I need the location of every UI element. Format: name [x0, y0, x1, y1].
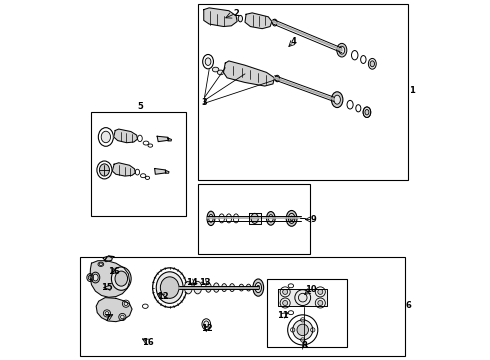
Circle shape: [283, 289, 288, 294]
Polygon shape: [103, 256, 112, 262]
Polygon shape: [223, 61, 274, 86]
Text: 11: 11: [277, 311, 289, 320]
Text: 5: 5: [137, 102, 143, 111]
Ellipse shape: [230, 284, 235, 292]
Ellipse shape: [209, 215, 213, 222]
Text: 7: 7: [104, 314, 110, 323]
Ellipse shape: [368, 58, 376, 69]
Circle shape: [318, 301, 323, 306]
Ellipse shape: [253, 279, 264, 296]
Polygon shape: [114, 129, 137, 143]
Polygon shape: [278, 289, 327, 306]
Polygon shape: [155, 168, 166, 174]
Bar: [91, 112, 186, 216]
Ellipse shape: [156, 272, 183, 303]
Bar: [198, 184, 310, 253]
Ellipse shape: [204, 321, 209, 327]
Ellipse shape: [205, 58, 211, 66]
Ellipse shape: [212, 67, 219, 72]
Ellipse shape: [331, 92, 343, 108]
Ellipse shape: [115, 271, 127, 286]
Ellipse shape: [339, 46, 344, 54]
Polygon shape: [168, 138, 172, 141]
Ellipse shape: [286, 211, 297, 226]
Ellipse shape: [272, 19, 277, 26]
Ellipse shape: [267, 212, 275, 225]
Ellipse shape: [370, 61, 374, 67]
Circle shape: [293, 320, 313, 340]
Ellipse shape: [334, 95, 341, 104]
Ellipse shape: [251, 213, 258, 224]
Ellipse shape: [337, 43, 347, 57]
Text: 2: 2: [233, 9, 239, 18]
Ellipse shape: [275, 75, 280, 82]
Ellipse shape: [111, 267, 131, 290]
Circle shape: [124, 302, 128, 306]
Text: 16: 16: [108, 267, 120, 276]
Text: 3: 3: [202, 98, 208, 107]
Ellipse shape: [246, 284, 251, 291]
Ellipse shape: [363, 107, 371, 117]
Text: 16: 16: [142, 338, 154, 347]
Ellipse shape: [289, 213, 295, 224]
Ellipse shape: [184, 281, 192, 294]
Polygon shape: [204, 8, 237, 27]
Circle shape: [297, 324, 309, 336]
Ellipse shape: [207, 211, 215, 226]
Polygon shape: [166, 170, 169, 173]
Text: 8: 8: [301, 341, 307, 350]
Circle shape: [318, 289, 323, 294]
Ellipse shape: [99, 164, 109, 176]
Ellipse shape: [257, 285, 260, 290]
Circle shape: [121, 315, 124, 319]
Polygon shape: [157, 136, 169, 141]
Text: 12: 12: [201, 324, 213, 333]
Text: 9: 9: [310, 215, 316, 224]
Ellipse shape: [93, 274, 98, 281]
Ellipse shape: [269, 215, 273, 222]
Polygon shape: [96, 298, 132, 321]
Text: 15: 15: [101, 283, 113, 292]
Ellipse shape: [99, 263, 102, 266]
Bar: [267, 279, 347, 347]
Polygon shape: [112, 163, 135, 176]
Ellipse shape: [239, 284, 244, 291]
Circle shape: [283, 301, 288, 306]
Ellipse shape: [218, 70, 224, 75]
Circle shape: [298, 293, 307, 302]
Text: 13: 13: [199, 278, 211, 287]
Polygon shape: [248, 213, 261, 224]
Polygon shape: [245, 13, 272, 29]
Ellipse shape: [365, 109, 369, 115]
Text: 1: 1: [409, 86, 415, 95]
Ellipse shape: [221, 284, 227, 292]
Text: 12: 12: [157, 292, 169, 301]
Ellipse shape: [205, 283, 211, 292]
Polygon shape: [90, 261, 129, 297]
Bar: [198, 4, 408, 180]
Bar: [80, 257, 405, 356]
Ellipse shape: [160, 277, 179, 298]
Ellipse shape: [214, 283, 219, 292]
Circle shape: [105, 312, 109, 315]
Ellipse shape: [194, 281, 201, 294]
Ellipse shape: [290, 216, 293, 221]
Ellipse shape: [88, 275, 92, 280]
Text: 4: 4: [291, 37, 296, 46]
Text: 14: 14: [186, 278, 198, 287]
Ellipse shape: [101, 131, 111, 143]
Ellipse shape: [238, 15, 243, 22]
Ellipse shape: [255, 283, 262, 293]
Text: 10: 10: [306, 285, 317, 294]
Text: 6: 6: [405, 301, 411, 310]
